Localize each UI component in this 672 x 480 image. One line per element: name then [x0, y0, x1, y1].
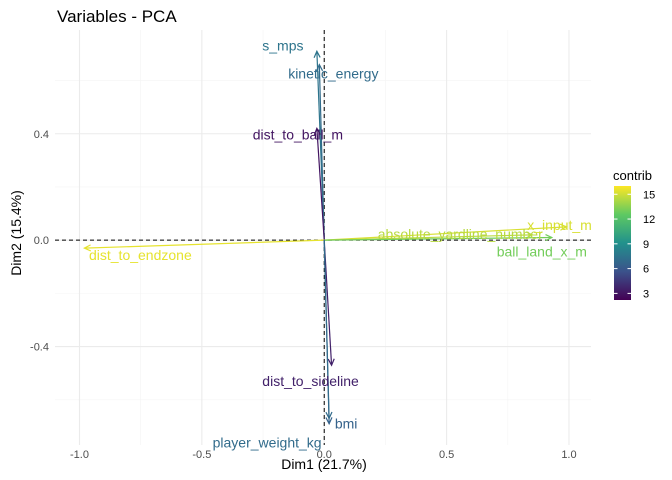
legend-tick-label: 9: [643, 239, 649, 251]
label-kinetic_energy: kinetic_energy: [288, 66, 378, 82]
x-tick-label: 0.5: [439, 449, 454, 461]
x-tick-label: -1.0: [70, 449, 89, 461]
grid: [55, 30, 591, 445]
arrow-kinetic_energy: [318, 64, 325, 241]
arrow-player_weight_kg: [323, 240, 330, 419]
label-player_weight_kg: player_weight_kg: [213, 434, 322, 450]
x-axis-title: Dim1 (21.7%): [281, 456, 367, 472]
arrowhead-ball_land_x_m: [545, 233, 554, 242]
label-bmi: bmi: [335, 416, 358, 432]
arrowhead-dist_to_ball_m: [313, 127, 321, 136]
label-dist_to_endzone: dist_to_endzone: [89, 247, 192, 263]
label-dist_to_ball_m: dist_to_ball_m: [253, 126, 343, 142]
arrowhead-s_mps: [313, 49, 321, 58]
y-axis-title: Dim2 (15.4%): [8, 190, 24, 276]
x-tick-label: 1.0: [561, 449, 576, 461]
label-dist_to_sideline: dist_to_sideline: [262, 373, 359, 389]
arrow-dist_to_endzone: [84, 239, 325, 249]
legend: contrib 3 6 9 12 15: [613, 168, 655, 300]
legend-colorbar: [614, 186, 631, 300]
label-absolute_yardline_number: absolute_yardline_number: [378, 226, 543, 242]
x-tick-label: -0.5: [192, 449, 211, 461]
legend-tick-label: 12: [643, 214, 655, 226]
arrow-dist_to_sideline: [323, 240, 333, 366]
arrowhead-dist_to_sideline: [327, 358, 335, 367]
arrow-ball_land_x_m: [324, 236, 552, 241]
variable-arrows: [82, 49, 568, 426]
arrowhead-absolute_yardline_number: [525, 231, 534, 239]
variable-labels: s_mps kinetic_energy dist_to_ball_mabsolut…: [89, 37, 592, 450]
y-tick-labels: -0.4 0.0 0.4: [30, 129, 49, 354]
legend-title: contrib: [613, 168, 652, 183]
label-ball_land_x_m: ball_land_x_m: [497, 244, 587, 260]
y-tick-label: -0.4: [30, 342, 49, 354]
x-tick-labels: -1.0 -0.5 0.0 0.5 1.0: [70, 449, 577, 461]
x-tick-label: 0.0: [317, 449, 332, 461]
label-x_input_m: x_input_m: [527, 217, 592, 233]
label-s_mps: s_mps: [262, 37, 303, 53]
arrow-dist_to_ball_m: [316, 128, 325, 241]
arrowhead-player_weight_kg: [325, 411, 333, 420]
y-tick-label: 0.4: [34, 129, 49, 141]
y-tick-label: 0.0: [34, 235, 49, 247]
arrowhead-bmi: [325, 417, 333, 426]
arrowhead-kinetic_energy: [315, 63, 324, 72]
legend-tick-label: 6: [643, 264, 649, 276]
legend-ticks: 3 6 9 12 15: [614, 189, 655, 300]
chart-title: Variables - PCA: [57, 7, 177, 26]
arrowhead-dist_to_endzone: [82, 244, 92, 252]
legend-tick-label: 3: [643, 288, 649, 300]
legend-tick-label: 15: [643, 189, 655, 201]
arrowhead-x_input_m: [559, 223, 568, 231]
arrow-x_input_m: [324, 226, 567, 241]
